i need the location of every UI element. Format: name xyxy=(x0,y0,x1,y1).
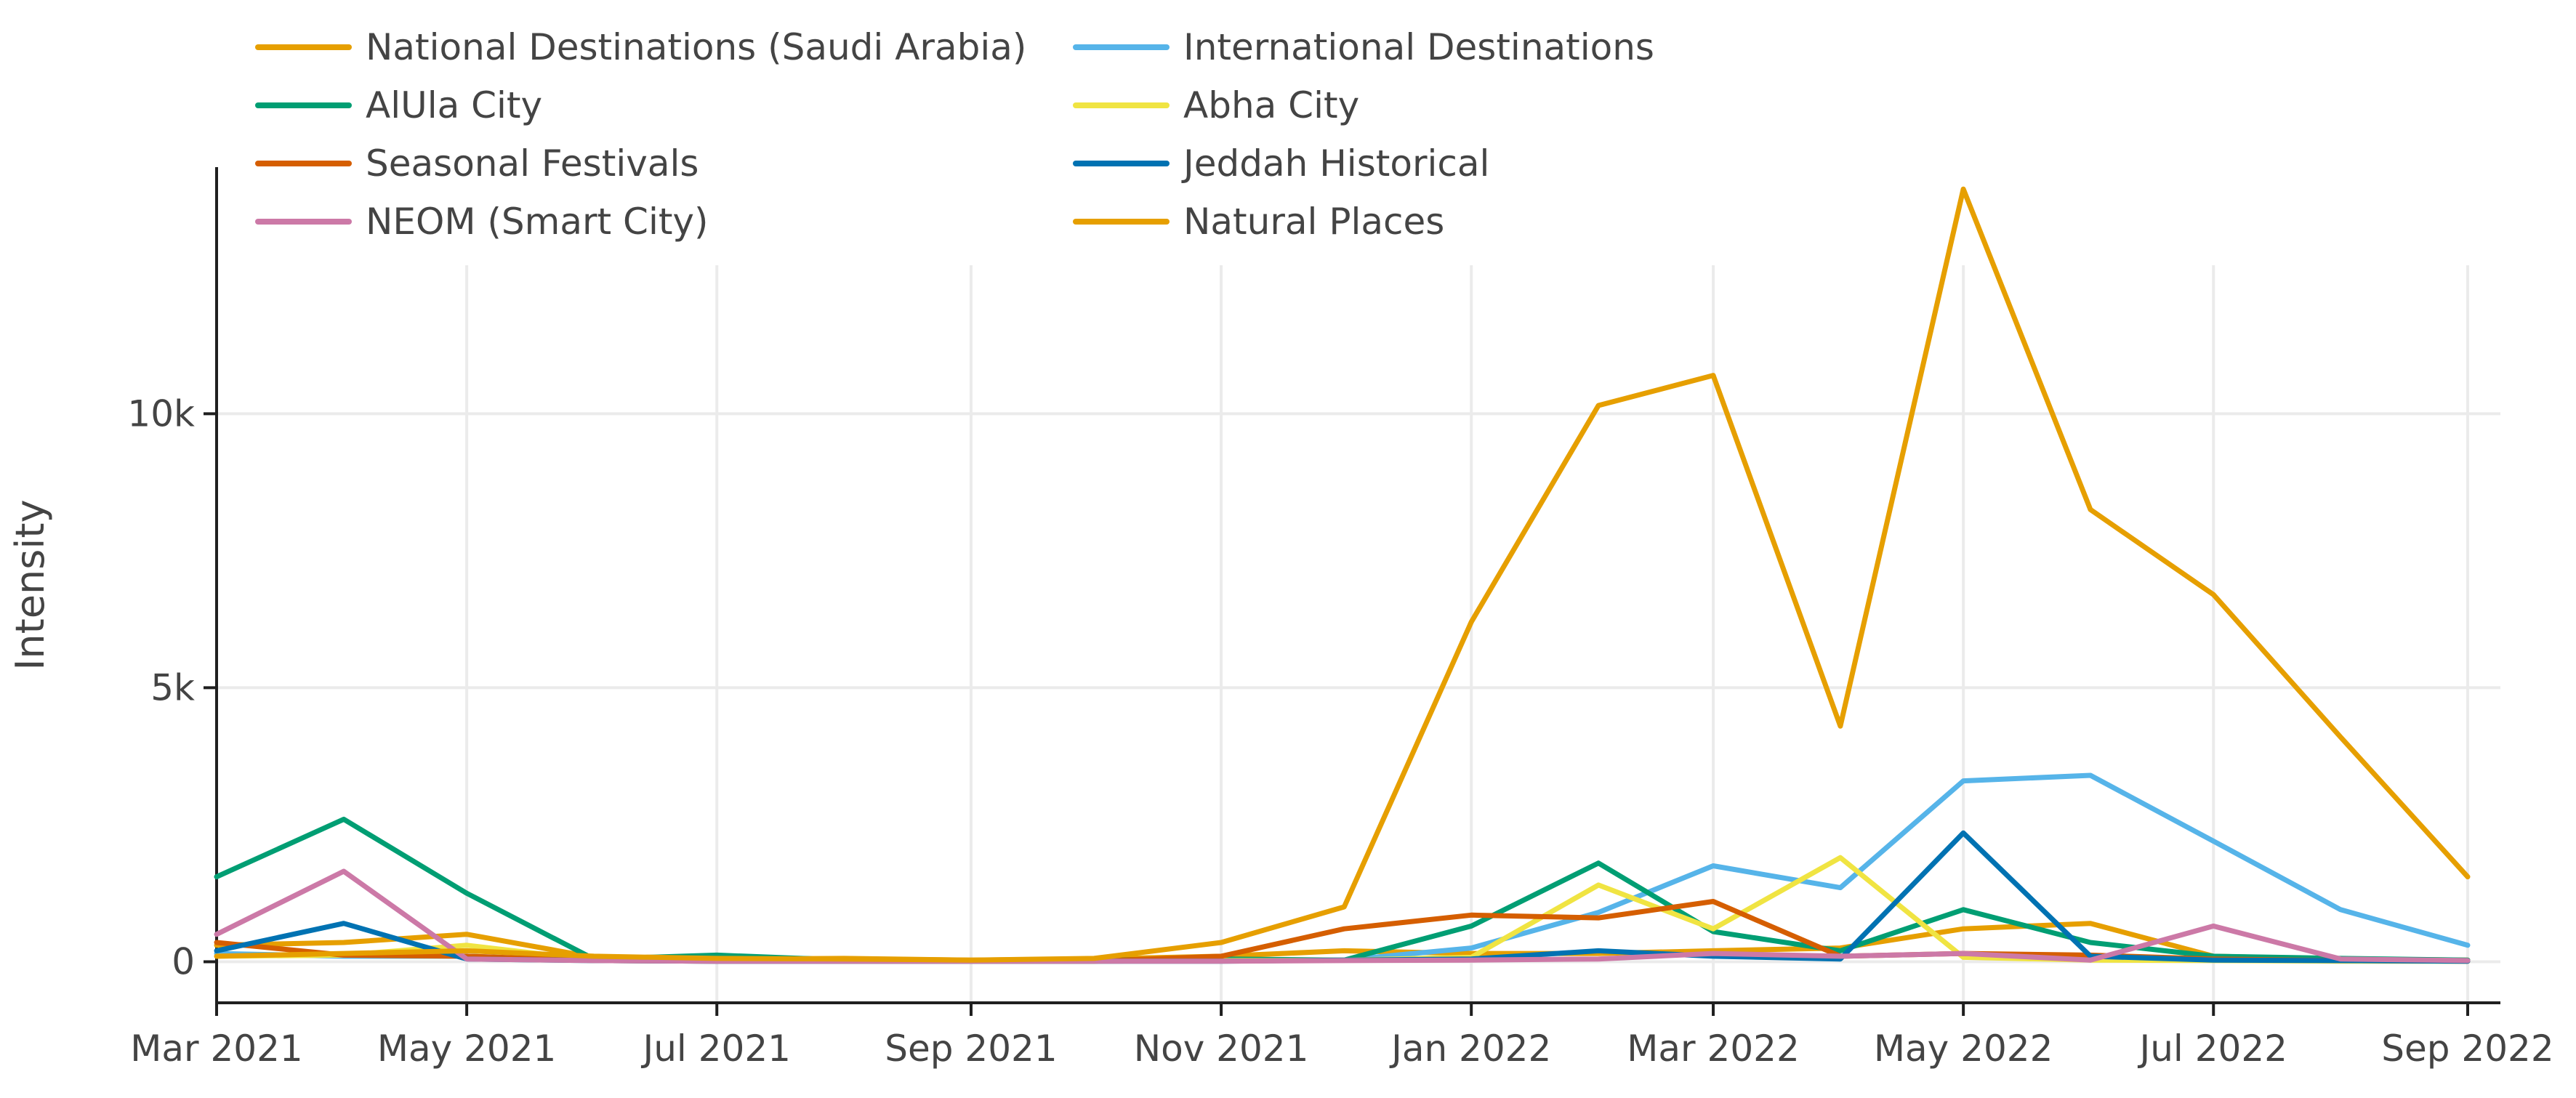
series-line-jeddah-historical xyxy=(214,830,2471,964)
legend-label: Abha City xyxy=(1183,84,1359,126)
x-tick-label: May 2021 xyxy=(377,1028,557,1070)
legend-label: Jeddah Historical xyxy=(1181,142,1489,185)
series-lines xyxy=(214,186,2471,964)
legend-item-national-destinations-saudi-arabia: National Destinations (Saudi Arabia) xyxy=(255,26,1026,68)
legend-item-alula-city: AlUla City xyxy=(255,84,542,126)
y-axis-title: Intensity xyxy=(7,499,53,670)
y-tick-label: 0 xyxy=(172,940,195,982)
legend-label: National Destinations (Saudi Arabia) xyxy=(366,26,1026,68)
series-line-neom-smart-city xyxy=(214,868,2471,964)
x-tick-label: Jul 2021 xyxy=(640,1028,790,1070)
axes: Mar 2021 May 2021 Jul 2021 Sep 2021 Nov 2021… xyxy=(127,167,2554,1070)
legend: National Destinations (Saudi Arabia) Inte… xyxy=(255,26,1654,243)
legend-label: NEOM (Smart City) xyxy=(366,201,709,243)
y-tick-label: 5k xyxy=(150,666,195,709)
x-tick-label: Mar 2022 xyxy=(1627,1028,1799,1070)
legend-item-seasonal-festivals: Seasonal Festivals xyxy=(255,142,699,185)
legend-item-jeddah-historical: Jeddah Historical xyxy=(1073,142,1489,185)
legend-label: Seasonal Festivals xyxy=(366,142,699,185)
x-tick-label: May 2022 xyxy=(1874,1028,2053,1070)
y-tick-label: 10k xyxy=(127,392,195,435)
grid xyxy=(217,265,2500,1003)
x-tick-label: Jul 2022 xyxy=(2138,1028,2287,1070)
x-tick-label: Nov 2021 xyxy=(1134,1028,1309,1070)
legend-label: International Destinations xyxy=(1183,26,1654,68)
legend-label: AlUla City xyxy=(366,84,542,126)
series-line-alula-city xyxy=(214,816,2471,964)
legend-item-abha-city: Abha City xyxy=(1073,84,1359,126)
legend-label: Natural Places xyxy=(1183,201,1444,243)
legend-item-natural-places: Natural Places xyxy=(1073,201,1444,243)
x-tick-label: Sep 2021 xyxy=(885,1028,1057,1070)
series-line-natural-places xyxy=(214,186,2471,963)
x-tick-label: Jan 2022 xyxy=(1389,1028,1551,1070)
x-tick-label: Sep 2022 xyxy=(2381,1028,2553,1070)
legend-item-international-destinations: International Destinations xyxy=(1073,26,1654,68)
x-tick-label: Mar 2021 xyxy=(130,1028,302,1070)
legend-item-neom-smart-city: NEOM (Smart City) xyxy=(255,201,709,243)
